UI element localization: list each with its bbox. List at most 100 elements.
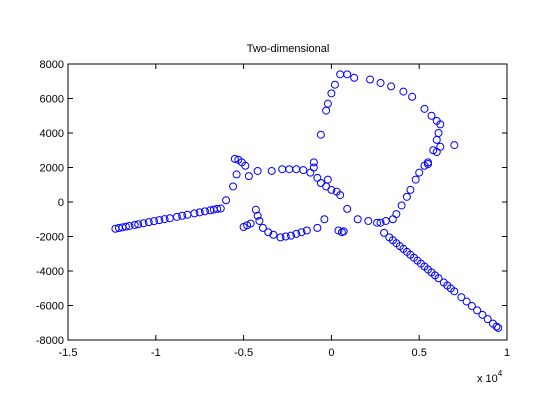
y-tick-label: 2000 (40, 163, 64, 175)
point (339, 227, 348, 236)
point (155, 216, 164, 225)
point (302, 226, 311, 235)
y-tick-label: 0 (58, 197, 64, 209)
point (411, 175, 420, 184)
x-multiplier-base: x 10 (477, 373, 498, 385)
point (244, 172, 253, 181)
point (327, 185, 336, 194)
point (457, 293, 466, 302)
point (144, 218, 153, 227)
point (316, 130, 325, 139)
point (350, 73, 359, 82)
point (399, 87, 408, 96)
y-tick-label: 8000 (40, 59, 64, 71)
point (134, 220, 143, 229)
point (381, 216, 390, 225)
point (216, 204, 225, 213)
point (420, 104, 429, 113)
point (473, 306, 482, 315)
point (343, 204, 352, 213)
point (376, 218, 385, 227)
x-tick-label: 0.5 (412, 347, 427, 359)
point (258, 223, 267, 232)
point (125, 221, 134, 230)
point (232, 170, 241, 179)
point (213, 204, 222, 213)
y-tick-label: 4000 (40, 128, 64, 140)
x-tick-label: -1 (151, 347, 161, 359)
point (323, 175, 332, 184)
point (323, 99, 332, 108)
point (353, 215, 362, 224)
x-tick-label: -1.5 (59, 347, 78, 359)
point (292, 229, 301, 238)
point (160, 215, 169, 224)
y-tick-label: -4000 (36, 266, 64, 278)
point (299, 166, 308, 175)
x-tick-label: 0 (328, 347, 334, 359)
point (462, 297, 471, 306)
point (287, 231, 296, 240)
point (483, 315, 492, 324)
point (255, 216, 264, 225)
point (336, 191, 345, 200)
point (230, 154, 239, 163)
point (434, 274, 443, 283)
point (150, 217, 159, 226)
point (427, 111, 436, 120)
point (415, 168, 424, 177)
point (327, 89, 336, 98)
point (246, 219, 255, 228)
point (387, 82, 396, 91)
point (222, 196, 231, 205)
point (178, 211, 187, 220)
point (432, 147, 441, 156)
x-multiplier-exponent: 4 (498, 369, 503, 378)
point (436, 120, 445, 129)
plot-area (67, 63, 508, 341)
point (195, 208, 204, 217)
point (130, 220, 139, 229)
point (423, 160, 432, 169)
chart-title: Two-dimensional (247, 43, 330, 55)
point (190, 209, 199, 218)
point (276, 233, 285, 242)
point (281, 232, 290, 241)
point (408, 92, 417, 101)
point (297, 228, 306, 237)
point (467, 302, 476, 311)
point (330, 80, 339, 89)
point (450, 287, 459, 296)
y-tick-label: -8000 (36, 335, 64, 347)
point (376, 78, 385, 87)
point (494, 323, 503, 332)
x-tick-label: 1 (504, 347, 510, 359)
point (264, 228, 273, 237)
point (364, 216, 373, 225)
point (309, 158, 318, 167)
point (121, 222, 130, 231)
point (139, 219, 148, 228)
y-tick-label: -2000 (36, 232, 64, 244)
x-multiplier: x 104 (477, 369, 503, 385)
point (241, 161, 250, 170)
x-tick-label: -0.5 (234, 347, 253, 359)
point (373, 218, 382, 227)
y-tick-label: 6000 (40, 94, 64, 106)
point (380, 228, 389, 237)
point (251, 205, 260, 214)
point (406, 185, 415, 194)
point (313, 223, 322, 232)
point (432, 135, 441, 144)
point (309, 163, 318, 172)
point (343, 70, 352, 79)
point (320, 215, 329, 224)
point (267, 166, 276, 175)
point (366, 75, 375, 84)
point (269, 230, 278, 239)
point (253, 211, 262, 220)
point (450, 141, 459, 150)
point (478, 310, 487, 319)
point (200, 207, 209, 216)
